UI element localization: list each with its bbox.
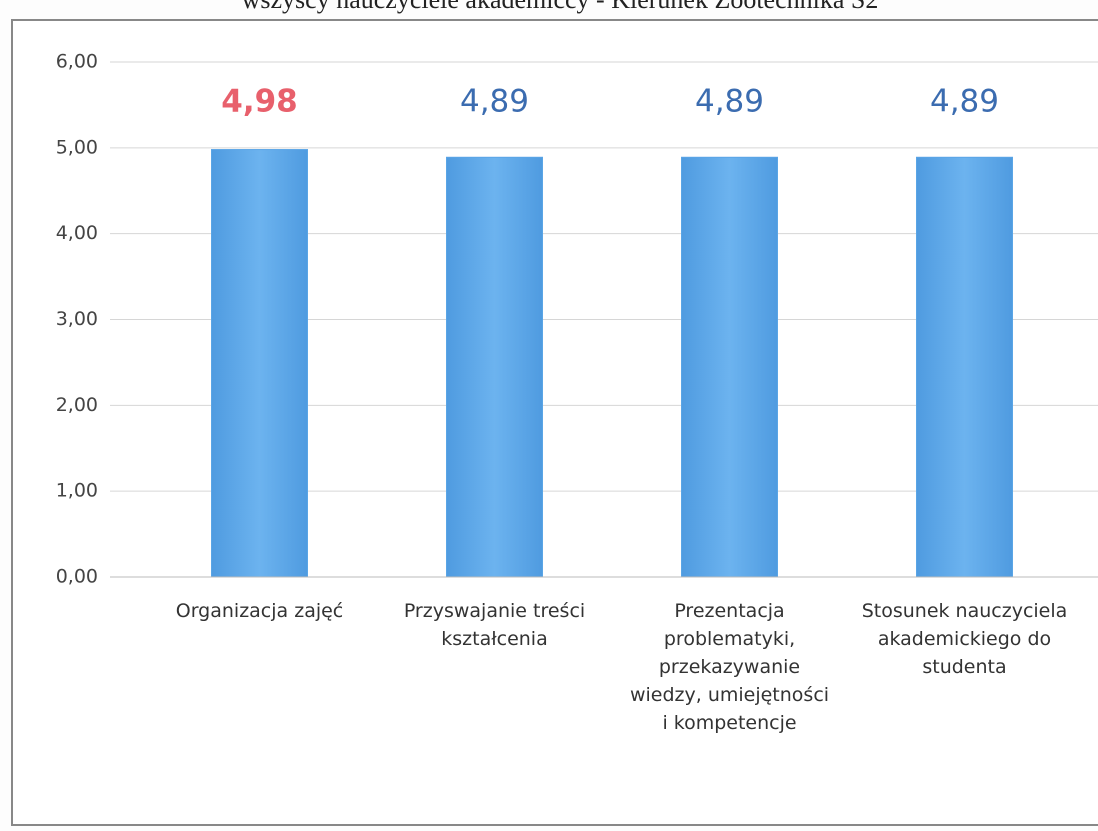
x-tick-label: Organizacja zajęć [175,600,344,622]
y-tick-label: 4,00 [56,222,98,244]
y-tick-label: 0,00 [56,566,98,588]
value-label: 4,89 [930,84,999,120]
x-tick-label: Prezentacja problematyki, przekazywanie … [629,600,830,734]
y-tick-label: 2,00 [56,394,98,416]
y-tick-label: 1,00 [56,480,98,502]
chart-title: wszyscy nauczyciele akademiccy - Kierune… [242,0,879,14]
bar [211,149,308,578]
bar [916,156,1013,578]
bar [681,156,778,578]
x-tick-label: Stosunek nauczyciela akademickiego do st… [861,600,1068,678]
value-label: 4,98 [221,84,298,120]
value-label: 4,89 [460,84,529,120]
y-tick-label: 5,00 [56,136,98,158]
bar [446,156,543,578]
y-tick-label: 6,00 [56,51,98,73]
y-tick-label: 3,00 [56,308,98,330]
value-label: 4,89 [695,84,764,120]
x-tick-label: Przyswajanie treści kształcenia [403,600,586,650]
